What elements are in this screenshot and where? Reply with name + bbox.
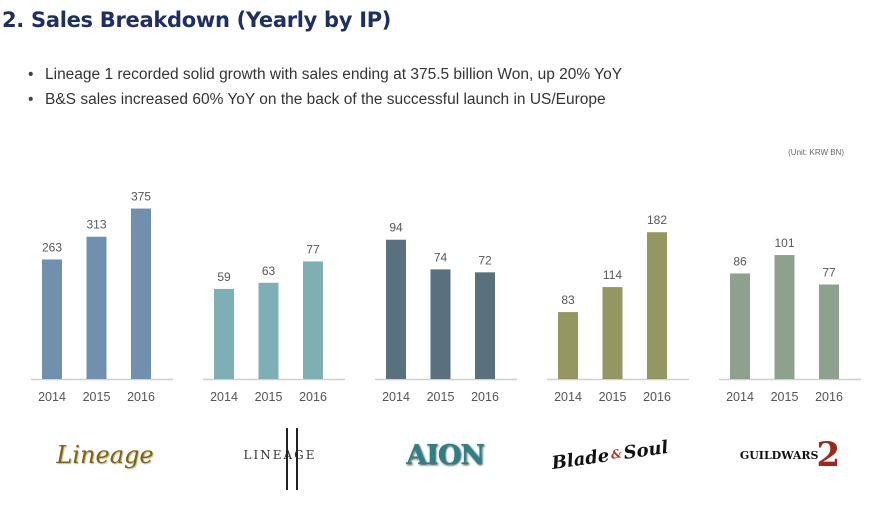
bar	[258, 282, 279, 379]
x-tick-label: 2014	[726, 390, 754, 404]
bullet-text: Lineage 1 recorded solid growth with sal…	[45, 66, 623, 83]
data-label: 101	[774, 236, 794, 250]
bullet-item: • B&S sales increased 60% YoY on the back…	[26, 87, 622, 112]
bullet-item: • Lineage 1 recorded solid growth with sa…	[26, 62, 622, 87]
bullet-icon: •	[28, 66, 34, 83]
guild-wars-2-logo: GUILDWARS 2	[735, 425, 845, 485]
x-tick-label: 2015	[771, 390, 799, 404]
bar	[730, 273, 750, 379]
x-tick-label: 2016	[643, 390, 671, 404]
bullet-icon: •	[28, 91, 34, 108]
x-tick-label: 2015	[599, 390, 627, 404]
bar	[86, 236, 107, 379]
bns-logo-left: Blade	[550, 444, 611, 474]
aion-logo-text: AION	[406, 439, 485, 471]
bar	[774, 255, 795, 379]
bar	[602, 287, 623, 379]
bar	[131, 208, 151, 379]
gw-logo-number: 2	[816, 435, 841, 475]
data-label: 375	[131, 190, 151, 204]
lineage-logo-text: Lineage	[56, 441, 154, 469]
data-label: 77	[306, 242, 320, 256]
x-tick-label: 2014	[382, 390, 410, 404]
x-tick-label: 2015	[427, 390, 455, 404]
data-label: 63	[262, 264, 276, 278]
x-tick-label: 2016	[815, 390, 843, 404]
x-tick-label: 2016	[299, 390, 327, 404]
data-label: 77	[822, 266, 836, 280]
bullet-list: • Lineage 1 recorded solid growth with sa…	[26, 62, 622, 112]
data-label: 313	[86, 218, 106, 232]
lineage2-logo-label: LINEAGE	[243, 448, 317, 462]
bar	[475, 272, 495, 379]
data-label: 72	[478, 253, 492, 267]
x-tick-label: 2015	[83, 390, 111, 404]
gw-logo-text: GUILDWARS	[739, 448, 819, 462]
x-tick-label: 2016	[127, 390, 155, 404]
roman-two-icon	[285, 428, 298, 490]
data-label: 86	[733, 254, 747, 268]
bar	[647, 232, 667, 379]
bns-logo-right: Soul	[622, 436, 670, 464]
bullet-text: B&S sales increased 60% YoY on the back …	[45, 91, 606, 108]
x-tick-label: 2014	[554, 390, 582, 404]
data-label: 263	[42, 240, 62, 254]
unit-note: (Unit: KRW BN)	[788, 148, 844, 157]
data-label: 114	[603, 268, 622, 282]
page-title: 2. Sales Breakdown (Yearly by IP)	[2, 8, 392, 32]
lineage2-logo: LINEAGE	[225, 425, 335, 490]
bar	[430, 269, 451, 379]
x-tick-label: 2014	[38, 390, 66, 404]
bar	[386, 239, 406, 379]
bar	[214, 288, 234, 379]
data-label: 59	[217, 270, 231, 284]
x-tick-label: 2015	[255, 390, 283, 404]
bns-logo-amp: &	[610, 446, 623, 462]
data-label: 83	[561, 293, 575, 307]
lineage-logo: Lineage	[40, 425, 170, 485]
lineage2-logo-text: LINEAGE	[243, 428, 317, 490]
aion-logo: AION	[395, 425, 495, 485]
bar	[558, 312, 578, 379]
data-label: 74	[434, 250, 448, 264]
bar	[819, 284, 839, 379]
x-tick-label: 2014	[210, 390, 238, 404]
data-label: 94	[389, 221, 403, 235]
bar	[42, 259, 62, 379]
data-label: 182	[647, 213, 667, 227]
bar	[303, 261, 323, 379]
x-tick-label: 2016	[471, 390, 499, 404]
